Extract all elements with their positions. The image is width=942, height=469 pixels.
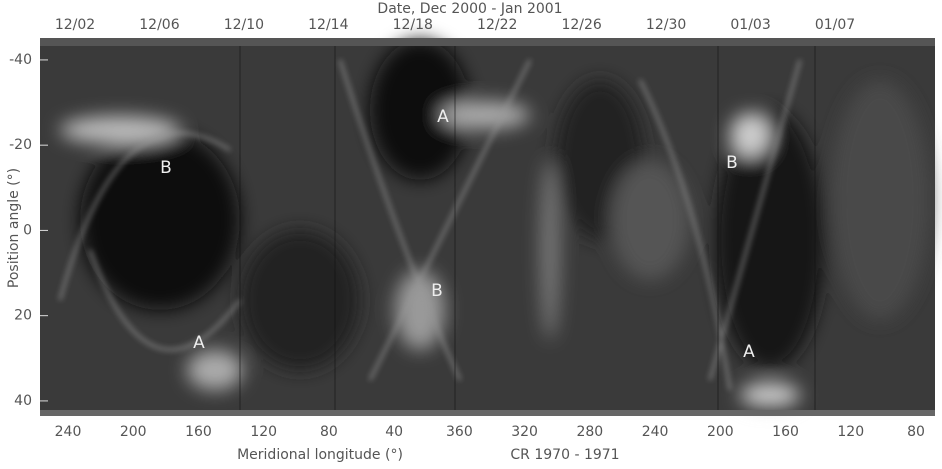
x-tick-label: 360 (446, 424, 473, 440)
image-plot (40, 38, 935, 416)
y-tick-label: 0 (23, 222, 32, 238)
top-tick-label: 12/14 (308, 17, 348, 33)
y-tick-label: -20 (9, 137, 32, 153)
x-tick-label: 80 (320, 424, 338, 440)
note: CR 1970 - 1971 (510, 447, 619, 463)
x-tick-label: 240 (55, 424, 82, 440)
x-tick-label: 320 (511, 424, 538, 440)
y-axis-label: Position angle (°) (6, 168, 22, 288)
x-tick-label: 80 (907, 424, 925, 440)
annotation: A (743, 342, 755, 362)
x-tick-label: 120 (250, 424, 277, 440)
y-tick-label: 40 (14, 393, 32, 409)
x-tick-label: 160 (772, 424, 799, 440)
annotation: A (193, 333, 205, 353)
top-tick-label: 12/02 (55, 17, 95, 33)
x-tick-label: 120 (837, 424, 864, 440)
top-tick-label: 12/10 (224, 17, 264, 33)
top-tick-label: 12/06 (139, 17, 179, 33)
annotation: B (160, 158, 172, 178)
top-tick-label: 12/26 (561, 17, 601, 33)
annotation: A (437, 107, 449, 127)
top-tick-label: 12/22 (477, 17, 517, 33)
top-tick-label: 12/18 (393, 17, 433, 33)
x-tick-label: 280 (576, 424, 603, 440)
x-tick-label: 200 (707, 424, 734, 440)
top-axis-title: Date, Dec 2000 - Jan 2001 (377, 1, 562, 17)
y-tick-label: -40 (9, 52, 32, 68)
x-tick-label: 40 (385, 424, 403, 440)
top-tick-label: 01/07 (815, 17, 855, 33)
y-tick-label: 20 (14, 308, 32, 324)
x-axis-label: Meridional longitude (°) (237, 447, 403, 463)
x-tick-label: 200 (120, 424, 147, 440)
figure: Date, Dec 2000 - Jan 2001 Meridional lon… (0, 0, 942, 469)
top-tick-label: 12/30 (646, 17, 686, 33)
annotation: B (431, 281, 443, 301)
annotation: B (726, 153, 738, 173)
top-tick-label: 01/03 (730, 17, 770, 33)
x-tick-label: 240 (642, 424, 669, 440)
x-tick-label: 160 (185, 424, 212, 440)
